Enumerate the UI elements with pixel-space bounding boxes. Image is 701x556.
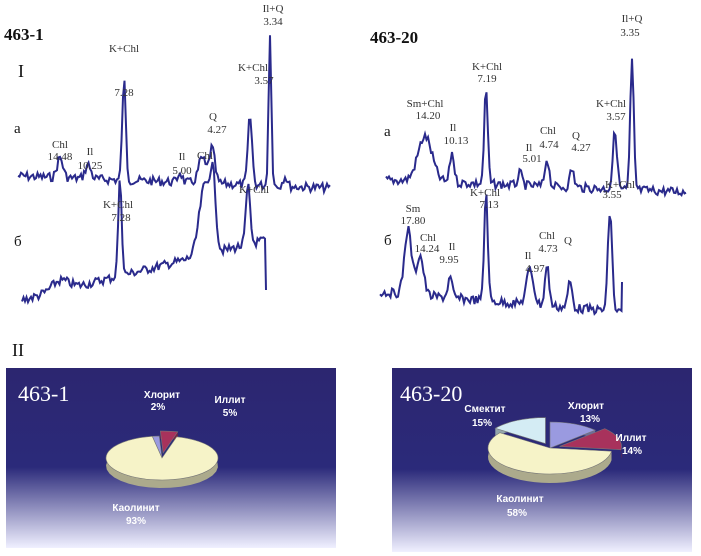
peak-label: K+Chl: [605, 179, 635, 191]
peak-value: 5.00: [172, 165, 192, 177]
slice-percent: 5%: [223, 408, 238, 419]
pie-slice: [494, 417, 546, 444]
slice-name: Каолинит: [496, 494, 543, 505]
pie-slice: [559, 428, 622, 451]
slice-percent: 13%: [580, 414, 600, 425]
slice-percent: 14%: [622, 446, 642, 457]
pie-labels-463-20: Хлорит 13% Иллит 14% Каолинит 58% Смекти…: [464, 401, 646, 519]
peak-value: 14.48: [48, 151, 73, 163]
peak-value: 5.01: [522, 153, 541, 165]
peak-labels-463-1-b: K+Chl 7.28 K+Chl: [103, 184, 269, 224]
peak-value: 7.19: [477, 73, 497, 85]
slice-name: Смектит: [464, 404, 505, 415]
peak-value: 3.57: [606, 111, 626, 123]
slice-name: Иллит: [616, 433, 647, 444]
peak-label: K+Chl: [109, 43, 139, 55]
slice-percent: 2%: [151, 402, 166, 413]
peak-label: Il+Q: [263, 3, 284, 15]
peak-value: 10.25: [78, 160, 103, 172]
peak-label: K+Chl: [596, 98, 626, 110]
peak-value: 4.73: [538, 243, 558, 255]
peak-label: Q: [564, 235, 572, 247]
xrd-trace-463-20-a: [385, 58, 687, 198]
peak-value: 3.34: [263, 16, 283, 28]
curve-a-label-right: а: [384, 124, 391, 140]
pie-slice: [487, 432, 612, 475]
peak-label: Il: [526, 142, 533, 154]
peak-label: Sm: [406, 203, 421, 215]
peak-label: Chl: [52, 139, 68, 151]
peak-label: K+Chl: [238, 62, 268, 74]
peak-value: 4.97: [525, 263, 545, 275]
slice-percent: 15%: [472, 418, 492, 429]
peak-value: 14.20: [416, 110, 441, 122]
sample-title-463-1: 463-1: [4, 25, 44, 44]
slice-name: Хлорит: [568, 401, 604, 412]
peak-value: 7.28: [111, 212, 131, 224]
peak-value: 3.55: [602, 189, 622, 201]
peak-value: 4.27: [571, 142, 591, 154]
slice-name: Хлорит: [144, 390, 180, 401]
pie-slice: [105, 436, 219, 481]
slice-percent: 93%: [126, 516, 146, 527]
pie-slice: [160, 430, 179, 454]
peak-value: 3.35: [620, 27, 640, 39]
peak-labels-463-1-a: Chl 14.48 Il 10.25 K+Chl 7.28 Il 5.00 Ch…: [48, 3, 284, 177]
peak-value: 7.13: [479, 199, 499, 211]
pie-labels-463-1: Хлорит 2% Иллит 5% Каолинит 93%: [112, 390, 245, 527]
peak-label: Chl: [539, 230, 555, 242]
peak-label: Il: [179, 151, 186, 163]
curve-a-label: а: [14, 121, 21, 137]
peak-label: Il: [525, 250, 532, 262]
peak-label: Il: [87, 146, 94, 158]
peak-value: 3.57: [254, 75, 274, 87]
peak-label: Q: [209, 111, 217, 123]
peak-value: 4.27: [207, 124, 227, 136]
curve-b-label: б: [14, 234, 22, 250]
peak-label: Il+Q: [622, 13, 643, 25]
peak-label: Chl: [540, 125, 556, 137]
sample-title-463-20: 463-20: [370, 28, 418, 47]
section-ii-label: II: [12, 340, 24, 360]
slice-name: Иллит: [215, 395, 246, 406]
pie-chart-463-1: [105, 430, 219, 488]
xrd-trace-463-20-b: [379, 194, 623, 316]
peak-label: K+Chl: [239, 184, 269, 196]
peak-label: K+Chl: [470, 187, 500, 199]
peak-value: 17.80: [401, 215, 426, 227]
slice-percent: 58%: [507, 508, 527, 519]
xrd-trace-463-1-a: [17, 35, 331, 196]
peak-label: K+Chl: [103, 199, 133, 211]
pie-slice: [549, 421, 596, 449]
pie-title-463-20: 463-20: [400, 381, 462, 406]
peak-value: 10.13: [444, 135, 469, 147]
section-i-label: I: [18, 61, 24, 81]
peak-value: 7.28: [114, 87, 134, 99]
peak-value: 14.24: [415, 243, 440, 255]
pie-title-463-1: 463-1: [18, 381, 69, 406]
peak-label: Chl: [420, 232, 436, 244]
peak-label: Chl: [197, 150, 213, 162]
pie-chart-463-20: [487, 417, 622, 483]
slice-name: Каолинит: [112, 503, 159, 514]
peak-value: 9.95: [439, 254, 459, 266]
peak-value: 4.74: [539, 139, 559, 151]
curve-b-label-right: б: [384, 233, 392, 249]
peak-label: Il: [449, 241, 456, 253]
peak-label: K+Chl: [472, 61, 502, 73]
peak-label: Q: [572, 130, 580, 142]
peak-label: Sm+Chl: [407, 98, 444, 110]
peak-labels-463-20-a: Sm+Chl 14.20 Il 10.13 K+Chl 7.19 Il 5.01…: [407, 13, 643, 165]
xrd-trace-463-1-b: [21, 161, 267, 306]
peak-label: Il: [450, 122, 457, 134]
peak-labels-463-20-b: Sm 17.80 Chl 14.24 Il 9.95 K+Chl 7.13 Il…: [401, 179, 635, 275]
